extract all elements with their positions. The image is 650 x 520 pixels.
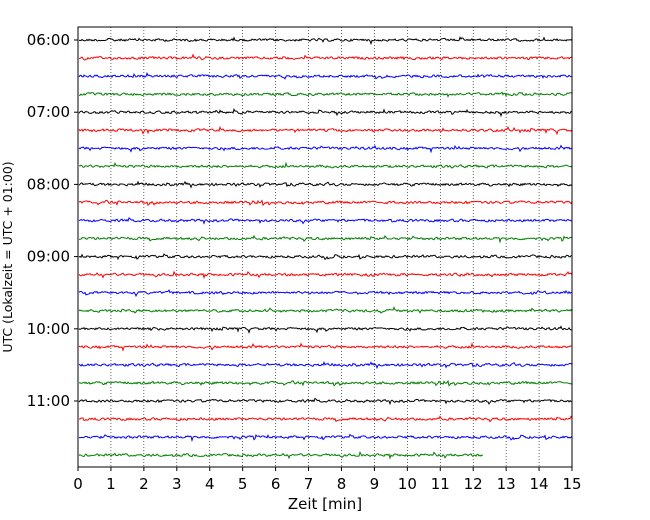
trace-1015 [78, 342, 573, 352]
trace-1030 [78, 360, 573, 370]
x-axis: 0 1 2 3 4 5 6 7 8 9 10 11 12 13 14 15 [73, 467, 582, 493]
traces-group [78, 36, 573, 460]
trace-0945 [78, 306, 573, 314]
x-tick-label: 0 [73, 475, 83, 493]
y-axis-label: UTC (Lokalzeit = UTC + 01:00) [0, 161, 15, 352]
trace-0715 [78, 125, 573, 136]
trace-0745 [78, 161, 573, 169]
trace-1000 [78, 325, 573, 334]
x-tick-label: 10 [398, 475, 417, 493]
trace-0615 [78, 53, 573, 61]
trace-1130 [78, 433, 573, 443]
plot-frame [77, 26, 573, 468]
y-tick-label: 06:00 [27, 31, 70, 49]
trace-1145 [78, 451, 484, 460]
x-tick-label: 14 [530, 475, 549, 493]
trace-1045 [78, 379, 573, 387]
trace-0815 [78, 199, 573, 207]
y-axis: 06:00 07:00 08:00 09:00 10:00 11:00 [27, 31, 78, 410]
x-tick-label: 2 [139, 475, 149, 493]
x-tick-label: 4 [205, 475, 215, 493]
x-tick-label: 9 [370, 475, 380, 493]
x-tick-label: 1 [106, 475, 116, 493]
x-tick-label: 11 [431, 475, 450, 493]
x-tick-label: 8 [337, 475, 347, 493]
x-tick-label: 3 [172, 475, 182, 493]
trace-0630 [78, 71, 573, 80]
y-tick-label: 09:00 [27, 248, 70, 266]
x-tick-label: 6 [271, 475, 281, 493]
trace-0600 [78, 36, 573, 46]
trace-0730 [78, 144, 573, 154]
trace-0700 [78, 108, 573, 118]
trace-0830 [78, 217, 573, 225]
trace-0900 [78, 253, 573, 261]
trace-0845 [78, 234, 573, 244]
trace-1115 [78, 415, 573, 423]
x-axis-label: Zeit [min] [288, 495, 362, 513]
y-tick-label: 08:00 [27, 175, 70, 193]
x-tick-label: 13 [497, 475, 516, 493]
x-tick-label: 5 [238, 475, 248, 493]
trace-0645 [78, 91, 573, 98]
x-tick-label: 15 [562, 475, 581, 493]
trace-0915 [78, 270, 573, 280]
y-tick-label: 07:00 [27, 103, 70, 121]
y-tick-label: 11:00 [27, 392, 70, 410]
x-tick-label: 12 [464, 475, 483, 493]
x-tick-label: 7 [304, 475, 314, 493]
trace-0800 [78, 180, 573, 189]
y-tick-label: 10:00 [27, 320, 70, 338]
trace-0930 [78, 289, 573, 298]
grid-lines [110, 27, 540, 467]
trace-1100 [78, 397, 573, 406]
